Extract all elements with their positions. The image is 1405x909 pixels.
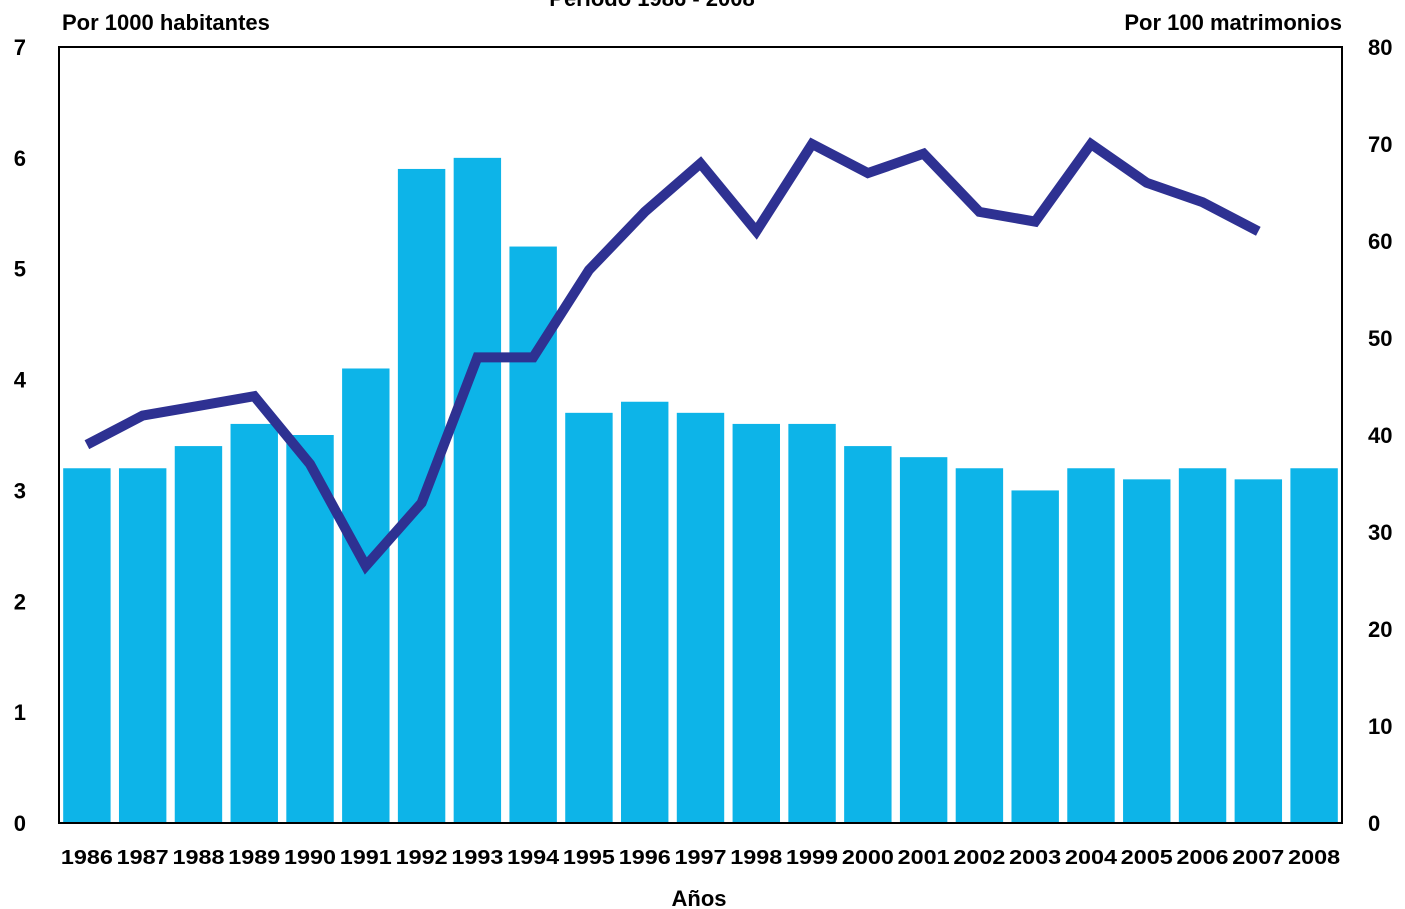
bar-1988 (174, 446, 223, 823)
plot-frame (58, 46, 1343, 824)
line-path (84, 137, 1261, 575)
left-axis-title: Por 1000 habitantes (62, 10, 270, 35)
x-tick-label: 1999 (786, 847, 838, 869)
right-tick-label: 50 (1368, 326, 1392, 351)
x-tick-label: 1993 (451, 847, 503, 869)
x-tick-label: 1992 (396, 847, 448, 869)
x-tick-label: 1995 (563, 847, 615, 869)
bar-1998 (732, 423, 780, 823)
right-tick-label: 70 (1368, 132, 1392, 157)
bar-1991 (342, 368, 390, 823)
x-tick-label: 2006 (1177, 847, 1229, 869)
right-tick-label: 60 (1368, 229, 1392, 254)
bar-2005 (1123, 479, 1171, 823)
right-tick-label: 80 (1368, 35, 1392, 60)
x-tick-label: 1986 (61, 847, 113, 869)
bar-2007 (1234, 479, 1283, 823)
x-tick-label: 2002 (953, 847, 1005, 869)
x-tick-label: 2008 (1288, 847, 1340, 869)
bar-2000 (844, 446, 892, 823)
right-tick-label: 0 (1368, 811, 1380, 836)
right-tick-label: 10 (1368, 714, 1392, 739)
x-tick-label: 2003 (1009, 847, 1061, 869)
bar-series (63, 157, 1338, 824)
bar-1995 (565, 412, 613, 823)
x-tick-label: 2005 (1121, 847, 1173, 869)
x-tick-label: 1996 (619, 847, 671, 869)
bar-1996 (621, 401, 669, 823)
right-tick-label: 40 (1368, 423, 1392, 448)
x-tick-label: 1989 (228, 847, 280, 869)
x-tick-label: 1991 (340, 847, 392, 869)
bar-2004 (1067, 468, 1115, 823)
x-tick-label: 1997 (675, 847, 727, 869)
x-axis-title: Años (672, 886, 727, 909)
bar-1986 (63, 468, 111, 823)
bar-1987 (118, 468, 167, 823)
left-axis-ticks: 0 1 2 3 4 5 6 7 (14, 35, 27, 836)
x-tick-label: 1990 (284, 847, 336, 869)
left-tick-label: 2 (14, 589, 26, 614)
left-tick-label: 4 (14, 368, 27, 393)
right-axis-title: Por 100 matrimonios (1124, 10, 1342, 35)
bar-2001 (899, 457, 948, 823)
bar-2008 (1290, 468, 1338, 823)
bar-2003 (1011, 490, 1059, 823)
bar-1993 (453, 157, 502, 823)
left-tick-label: 1 (14, 700, 26, 725)
left-tick-label: 3 (14, 478, 26, 503)
x-tick-label: 1988 (172, 847, 224, 869)
bar-1997 (676, 412, 725, 823)
right-axis-ticks: 0 10 20 30 40 50 60 70 80 (1368, 35, 1392, 836)
bar-2002 (955, 468, 1004, 823)
x-tick-label: 2000 (842, 847, 894, 869)
bar-2006 (1178, 468, 1227, 823)
x-tick-label: 1998 (730, 847, 782, 869)
x-tick-label: 1987 (117, 847, 169, 869)
bar-1994 (509, 246, 557, 824)
left-tick-label: 0 (14, 811, 26, 836)
bar-1989 (230, 423, 278, 823)
x-tick-label: 2007 (1232, 847, 1284, 869)
x-tick-label: 1994 (507, 847, 560, 869)
x-tick-label: 2004 (1065, 847, 1118, 869)
x-tick-label: 2001 (898, 847, 950, 869)
x-axis-ticks: 1986 1987 1988 1989 1990 1991 1992 1993 1994 1995… (61, 847, 1340, 869)
left-tick-label: 5 (14, 257, 26, 282)
line-series (84, 137, 1261, 575)
left-tick-label: 7 (14, 35, 26, 60)
right-tick-label: 20 (1368, 617, 1392, 642)
chart-title: Período 1986 - 2008 (549, 0, 754, 11)
right-tick-label: 30 (1368, 520, 1392, 545)
bar-1999 (788, 423, 836, 823)
left-tick-label: 6 (14, 146, 26, 171)
